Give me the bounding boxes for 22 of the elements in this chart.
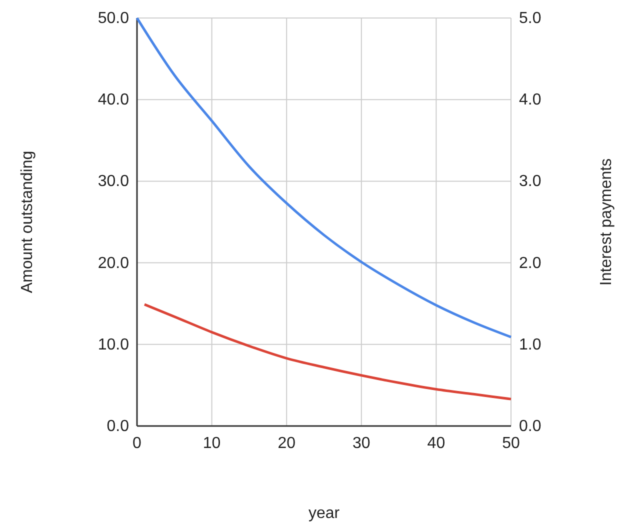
x-tick-label: 20 xyxy=(278,435,296,452)
y-tick-label: 30.0 xyxy=(98,173,130,190)
y-tick-label: 40.0 xyxy=(98,92,130,109)
x-tick-label: 0 xyxy=(132,435,142,452)
y-tick-label: 10.0 xyxy=(98,336,130,354)
y2-tick-label: 0.0 xyxy=(519,418,542,435)
y-tick-label: 50.0 xyxy=(98,10,130,27)
y2-axis-title: Interest payments xyxy=(598,158,615,286)
line-series xyxy=(143,303,512,400)
x-tick-label: 30 xyxy=(352,435,370,452)
x-tick-label: 40 xyxy=(427,435,446,452)
x-tick-label: 50 xyxy=(502,435,520,452)
x-tick-label: 10 xyxy=(202,435,221,452)
y2-tick-label: 2.0 xyxy=(519,254,542,272)
y-axis-title: Amount outstanding xyxy=(19,150,36,294)
y2-tick-label: 5.0 xyxy=(519,10,542,27)
y2-tick-label: 3.0 xyxy=(519,173,542,190)
y-tick-label: 20.0 xyxy=(98,254,130,272)
y2-tick-label: 1.0 xyxy=(519,336,542,354)
y2-tick-label: 4.0 xyxy=(519,92,542,109)
y-tick-label: 0.0 xyxy=(106,418,130,435)
x-axis-title: year xyxy=(308,505,340,522)
